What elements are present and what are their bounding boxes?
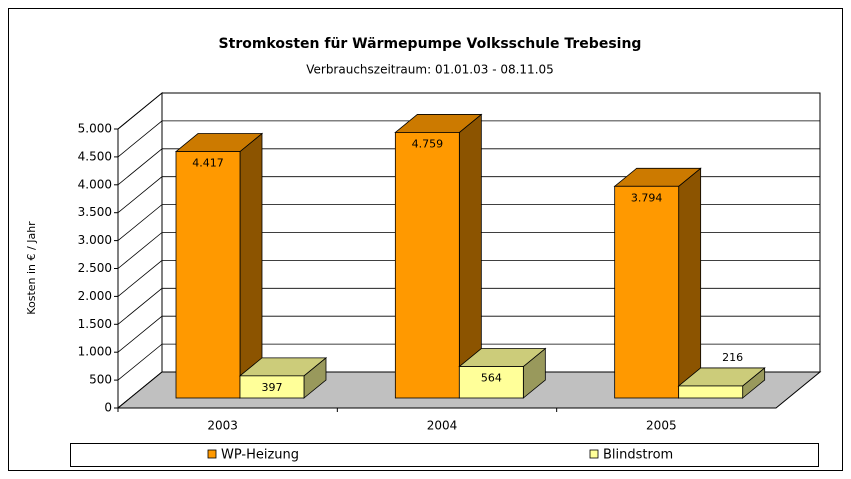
y-tick-label: 1.500 (78, 317, 112, 331)
y-tick-label: 5.000 (78, 122, 112, 136)
y-tick-label: 2.000 (78, 289, 112, 303)
data-label: 564 (481, 372, 502, 385)
legend-label: Blindstrom (603, 448, 673, 463)
grid-line (117, 287, 820, 325)
legend-swatch (589, 449, 599, 459)
chart-subtitle: Verbrauchszeitraum: 01.01.03 - 08.11.05 (306, 63, 554, 77)
x-tick-label: 2005 (646, 419, 677, 433)
legend-swatch (207, 449, 217, 459)
grid-line (117, 148, 820, 186)
legend (70, 443, 819, 467)
data-label: 4.759 (412, 137, 444, 150)
grid-line (117, 259, 820, 297)
y-tick-label: 0 (104, 401, 112, 415)
bar (394, 132, 460, 399)
bar (678, 385, 744, 399)
grid-line (117, 176, 820, 214)
y-tick-label: 4.500 (78, 149, 112, 163)
y-tick-label: 3.000 (78, 233, 112, 247)
chart-title: Stromkosten für Wärmepumpe Volksschule T… (219, 36, 642, 52)
y-tick-label: 2.500 (78, 261, 112, 275)
bar (614, 185, 680, 399)
data-label: 4.417 (192, 157, 224, 170)
grid-line (117, 92, 820, 130)
data-label: 3.794 (631, 191, 663, 204)
y-axis-label: Kosten in € / Jahr (25, 221, 38, 315)
grid-line (117, 232, 820, 269)
grid-line (117, 204, 820, 241)
grid-line (117, 120, 820, 158)
y-tick-label: 1.000 (78, 345, 112, 359)
x-tick-label: 2003 (207, 419, 238, 433)
bar-side (239, 132, 263, 399)
bar (175, 151, 241, 399)
bar (458, 366, 524, 399)
bar-side (678, 167, 702, 399)
grid-line (117, 343, 820, 381)
y-tick-label: 4.000 (78, 177, 112, 191)
grid-line (117, 315, 820, 353)
bar (239, 375, 305, 399)
legend-label: WP-Heizung (221, 448, 299, 463)
x-tick-label: 2004 (427, 419, 458, 433)
y-tick-label: 500 (89, 373, 112, 387)
data-label: 216 (722, 351, 743, 364)
y-tick-label: 3.500 (78, 205, 112, 219)
data-label: 397 (262, 381, 283, 394)
